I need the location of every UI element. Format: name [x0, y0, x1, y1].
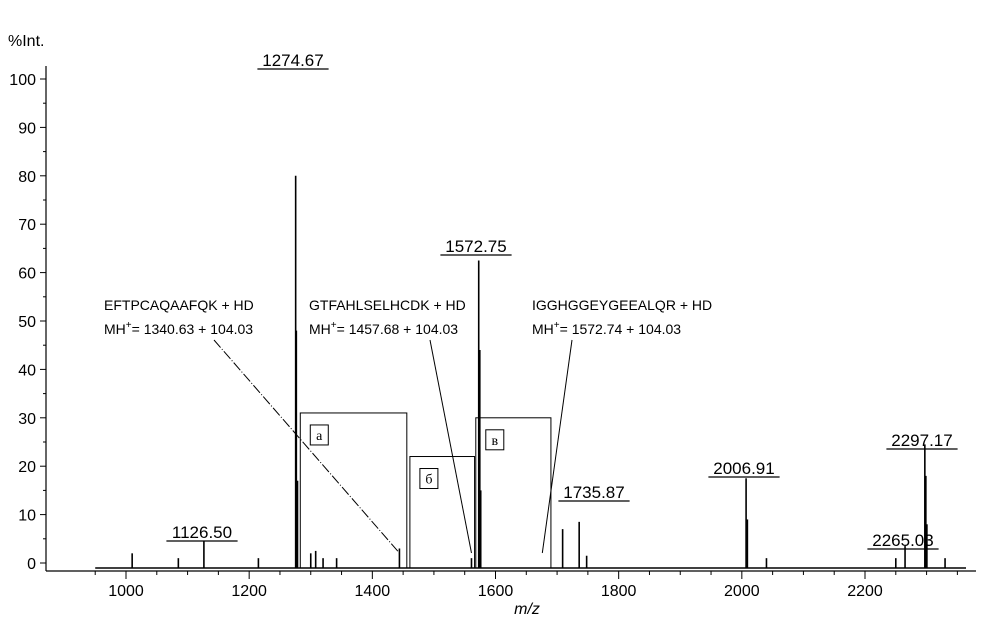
annotation-leader-line — [429, 339, 472, 554]
annotation-leader-line — [213, 339, 400, 554]
peak-labels: 1126.50 1274.67 1572.75 1735.87 2006.91 2265.… — [166, 51, 958, 550]
annotation-sequence: IGGHGGEYGEEALQR + HD — [532, 297, 712, 313]
annotation-mass: MH+= 1340.63 + 104.03 — [104, 320, 253, 337]
y-tick-label: 30 — [18, 411, 36, 428]
annotation-leader-line — [541, 339, 573, 554]
y-tick-label: 40 — [18, 362, 36, 379]
axes: %Int. m/z — [8, 33, 976, 618]
x-tick-label: 1800 — [601, 583, 637, 600]
y-tick-label: 20 — [18, 459, 36, 476]
y-tick-label: 100 — [9, 72, 36, 89]
x-tick-label: 2000 — [724, 583, 760, 600]
peak-label: 1274.67 — [262, 51, 323, 70]
annotation-mass: MH+= 1572.74 + 104.03 — [532, 320, 681, 337]
region-box-label: б — [425, 473, 432, 488]
x-tick-label: 2200 — [847, 583, 883, 600]
annotation-sequence: GTFAHLSELHCDK + HD — [309, 297, 466, 313]
y-tick-label: 80 — [18, 169, 36, 186]
y-tick-label: 60 — [18, 266, 36, 283]
peak-label: 2265.03 — [872, 531, 933, 550]
y-axis-label: %Int. — [8, 33, 44, 50]
annotation-sequence: EFTPCAQAAFQK + HD — [104, 297, 254, 313]
y-tick-label: 90 — [18, 120, 36, 137]
y-ticks: 0 10 20 30 40 50 60 70 80 90 100 — [9, 72, 46, 573]
peptide-annotations: EFTPCAQAAFQK + HD MH+= 1340.63 + 104.03 GT… — [104, 297, 712, 554]
y-tick-label: 0 — [27, 556, 36, 573]
region-box-tag — [309, 424, 329, 446]
x-tick-label: 1400 — [355, 583, 391, 600]
region-box-label: а — [316, 429, 323, 444]
region-box-tag — [419, 468, 439, 490]
region-box — [299, 412, 408, 569]
region-box — [409, 456, 476, 569]
region-box-tag — [485, 429, 505, 451]
x-tick-label: 1600 — [478, 583, 514, 600]
peak-label: 1126.50 — [172, 523, 232, 542]
peak-label: 2297.17 — [891, 431, 952, 450]
x-ticks: 1000 1200 1400 1600 1800 2000 2200 — [94, 571, 958, 600]
peak-label: 1572.75 — [445, 237, 506, 256]
y-tick-label: 50 — [18, 314, 36, 331]
annotation-mass: MH+= 1457.68 + 104.03 — [309, 320, 458, 337]
y-tick-label: 10 — [18, 508, 36, 525]
peak-label: 2006.91 — [713, 459, 774, 478]
spectrum-peaks — [131, 175, 946, 568]
x-tick-label: 1000 — [108, 583, 144, 600]
y-tick-label: 70 — [18, 217, 36, 234]
x-tick-label: 1200 — [231, 583, 267, 600]
region-boxes: а б в — [299, 412, 552, 569]
region-box-label: в — [491, 434, 498, 449]
x-axis-label: m/z — [514, 601, 540, 618]
peak-label: 1735.87 — [563, 483, 624, 502]
